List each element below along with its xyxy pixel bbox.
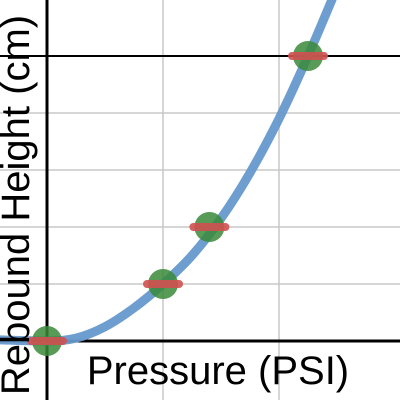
fit-curve-group: [0, 0, 337, 346]
data-points: [27, 41, 328, 356]
y-axis-label: Rebound Height (cm): [0, 15, 38, 395]
fit-curve: [0, 0, 337, 346]
x-axis-label: Pressure (PSI): [87, 349, 349, 393]
